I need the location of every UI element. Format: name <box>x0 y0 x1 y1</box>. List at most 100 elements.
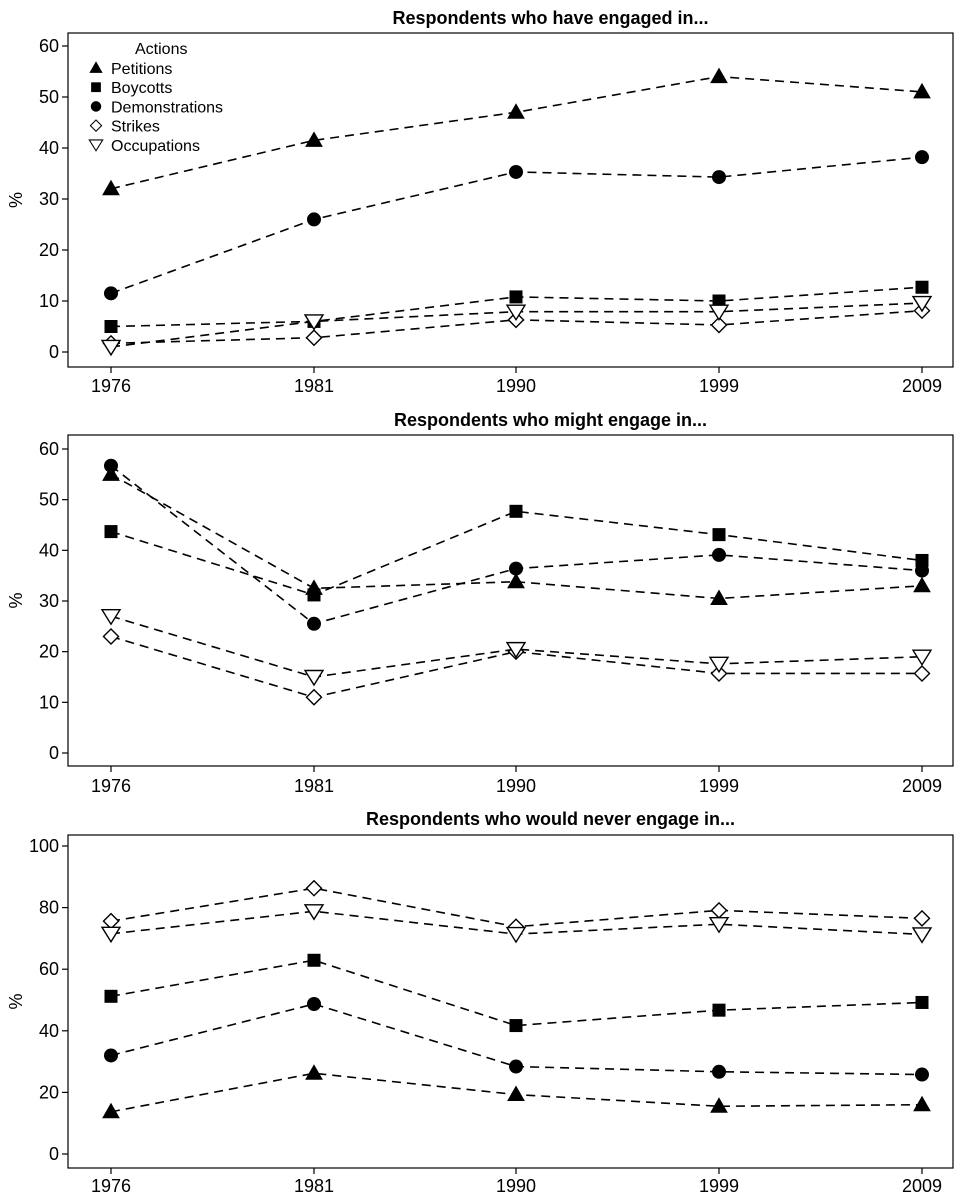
data-point-demonstrations <box>104 1048 118 1063</box>
x-tick-label: 1981 <box>294 376 334 396</box>
data-point-occupations <box>505 926 527 944</box>
data-point-boycotts <box>712 528 726 542</box>
legend-marker-petitions <box>89 61 103 73</box>
y-tick-label: 10 <box>39 291 59 311</box>
x-tick-label: 1999 <box>699 376 739 396</box>
y-tick-label: 40 <box>39 138 59 158</box>
data-point-demonstrations <box>509 164 523 179</box>
data-point-petitions <box>305 1064 323 1080</box>
data-point-occupations <box>505 304 527 322</box>
y-tick-label: 50 <box>39 87 59 107</box>
data-point-occupations <box>100 609 122 626</box>
data-point-demonstrations <box>915 563 929 578</box>
data-point-boycotts <box>307 953 321 967</box>
x-tick-label: 1981 <box>294 776 334 796</box>
x-tick-label: 2009 <box>902 1176 942 1196</box>
series-demonstrations <box>104 997 929 1082</box>
data-point-petitions <box>507 572 525 589</box>
data-point-petitions <box>710 67 728 84</box>
legend-title: Actions <box>135 41 187 58</box>
series-line <box>110 510 923 596</box>
series-occupations <box>100 904 933 944</box>
x-tick-label: 1981 <box>294 1176 334 1196</box>
series-strikes <box>102 627 931 706</box>
data-point-demonstrations <box>712 1064 726 1079</box>
data-point-occupations <box>505 641 527 659</box>
series-line <box>110 959 923 1027</box>
series-line <box>110 473 923 600</box>
data-point-strikes <box>102 627 120 645</box>
series-petitions <box>102 1064 931 1119</box>
series-demonstrations <box>104 150 929 301</box>
legend-label: Demonstrations <box>111 99 223 116</box>
data-point-petitions <box>507 1085 525 1102</box>
y-tick-label: 60 <box>39 36 59 56</box>
data-point-petitions <box>710 1097 728 1113</box>
legend-item: Demonstrations <box>90 99 223 116</box>
data-point-petitions <box>507 103 525 119</box>
y-tick-label: 20 <box>39 240 59 260</box>
y-tick-label: 60 <box>39 959 59 979</box>
legend-label: Boycotts <box>111 80 172 97</box>
chart-title: Respondents who might engage in... <box>394 410 707 430</box>
data-point-occupations <box>303 314 325 331</box>
y-tick-label: 60 <box>39 439 59 459</box>
data-point-occupations <box>303 669 325 687</box>
y-tick-label: 20 <box>39 1082 59 1102</box>
data-point-demonstrations <box>307 997 321 1012</box>
data-point-boycotts <box>915 553 929 567</box>
data-point-strikes <box>913 909 931 927</box>
data-point-boycotts <box>509 504 523 518</box>
series-petitions <box>102 465 931 605</box>
data-point-demonstrations <box>307 616 321 631</box>
data-point-boycotts <box>104 989 118 1003</box>
data-point-demonstrations <box>712 170 726 185</box>
data-point-strikes <box>305 879 323 897</box>
legend-marker-demonstrations <box>90 101 102 112</box>
y-tick-label: 0 <box>49 743 59 763</box>
data-point-strikes <box>305 329 323 347</box>
data-point-petitions <box>913 576 931 593</box>
data-point-strikes <box>710 316 728 334</box>
data-point-demonstrations <box>509 561 523 576</box>
data-point-occupations <box>911 649 933 667</box>
legend-item: Boycotts <box>91 80 172 97</box>
data-point-occupations <box>708 656 730 674</box>
series-boycotts <box>104 280 929 333</box>
x-tick-label: 2009 <box>902 776 942 796</box>
y-axis-label: % <box>6 592 26 608</box>
series-occupations <box>100 295 933 357</box>
legend-label: Occupations <box>111 138 200 155</box>
series-boycotts <box>104 504 929 602</box>
data-point-occupations <box>100 926 122 944</box>
x-tick-label: 1976 <box>91 376 131 396</box>
y-tick-label: 40 <box>39 1021 59 1041</box>
data-point-strikes <box>305 688 323 706</box>
data-point-petitions <box>305 131 323 147</box>
data-point-strikes <box>102 912 120 930</box>
plot-frame <box>67 834 954 1169</box>
series-boycotts <box>104 953 929 1033</box>
chart-title: Respondents who would never engage in... <box>366 809 735 829</box>
data-point-strikes <box>913 664 931 682</box>
series-line <box>110 615 923 678</box>
data-point-boycotts <box>509 290 523 304</box>
x-tick-label: 1990 <box>496 776 536 796</box>
data-point-boycotts <box>509 1019 523 1033</box>
legend-item: Petitions <box>89 61 172 78</box>
y-tick-label: 100 <box>29 836 59 856</box>
legend: Actions Petitions Boycotts Demonstrations St… <box>88 41 223 155</box>
x-tick-label: 1999 <box>699 1176 739 1196</box>
data-point-occupations <box>303 904 325 921</box>
data-point-strikes <box>710 664 728 682</box>
data-point-boycotts <box>712 1003 726 1017</box>
y-axis-label: % <box>6 192 26 208</box>
data-point-petitions <box>102 1102 120 1119</box>
x-tick-label: 1976 <box>91 1176 131 1196</box>
series-demonstrations <box>104 458 929 631</box>
chart-panel-3: Respondents who would never engage in...… <box>6 809 954 1196</box>
y-tick-label: 30 <box>39 189 59 209</box>
data-point-petitions <box>913 1095 931 1112</box>
plot-frame <box>67 32 954 368</box>
data-point-boycotts <box>712 294 726 308</box>
